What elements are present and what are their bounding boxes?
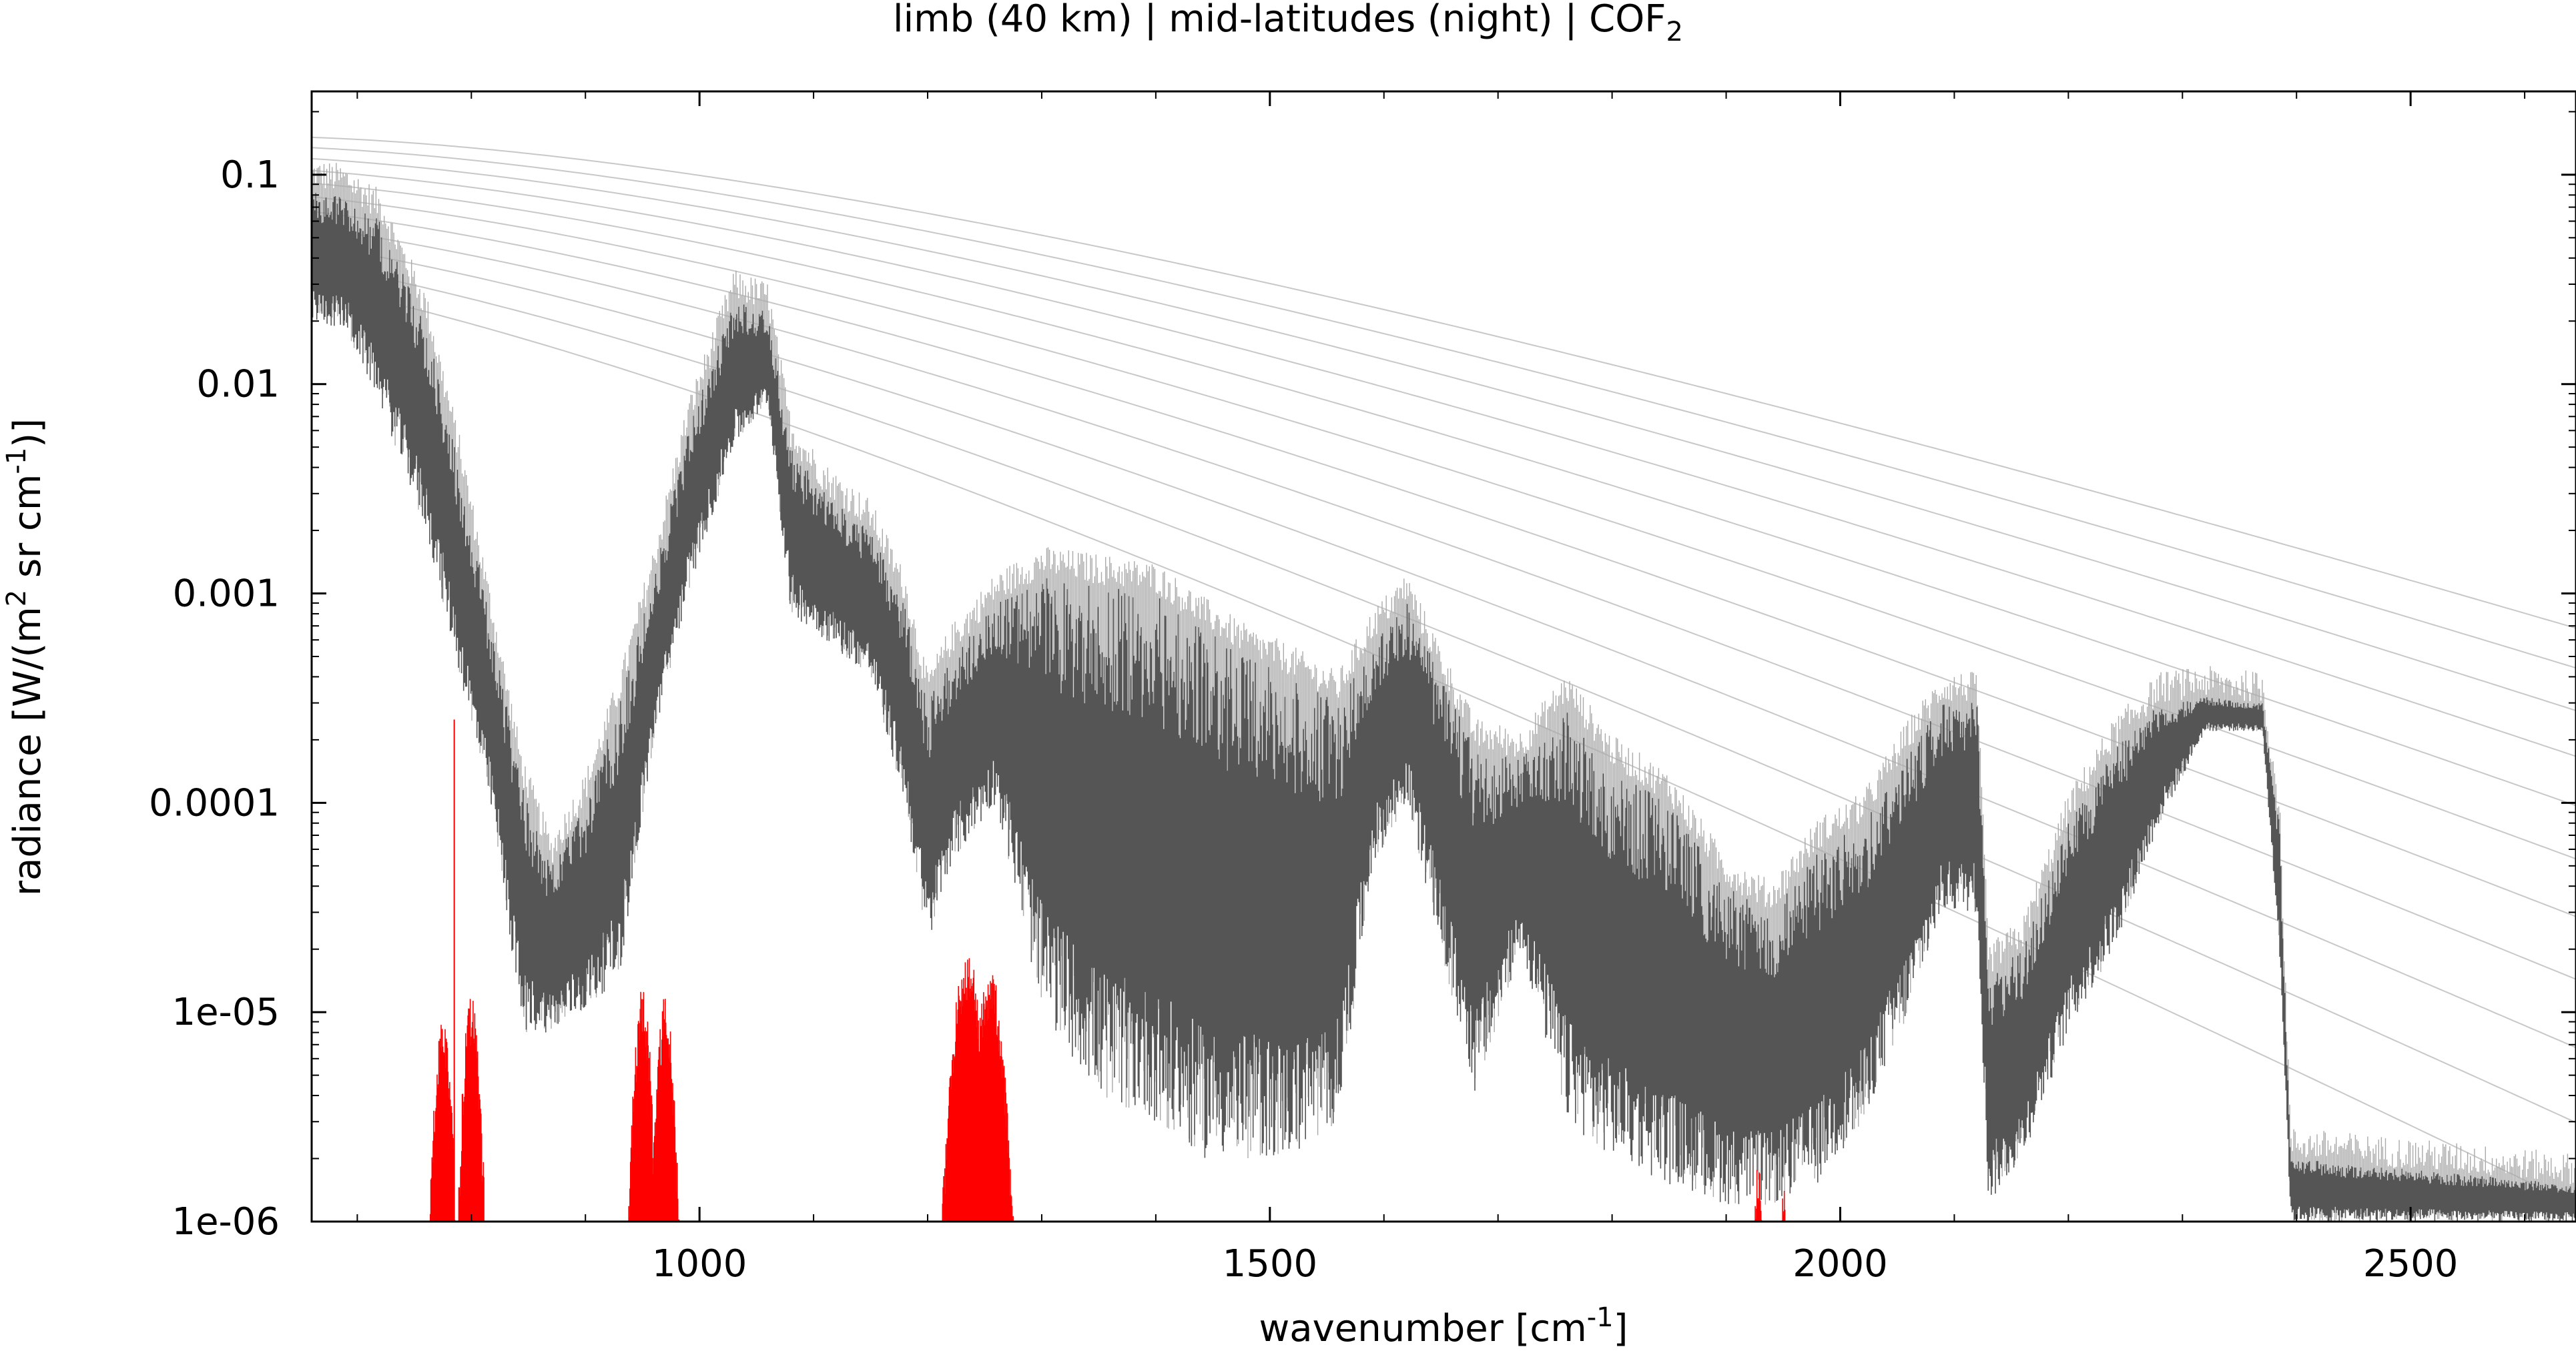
blackbody-curve <box>312 147 2576 669</box>
cof2-band-peak <box>458 999 485 1222</box>
y-axis-label: radiance [W/(m2 sr cm-1)] <box>1 418 49 896</box>
cof2-band-peak <box>968 975 1014 1222</box>
blackbody-curve <box>312 136 2576 629</box>
blackbody-curve <box>312 169 2576 757</box>
y-tick-label: 0.001 <box>173 572 280 616</box>
x-tick-label: 1000 <box>652 1242 747 1286</box>
total-radiance-series <box>312 163 2576 1222</box>
blackbody-curve <box>312 244 2576 1049</box>
y-tick-label: 0.0001 <box>149 781 280 825</box>
y-tick-label: 1e-05 <box>172 991 280 1034</box>
cof2-band-peak <box>430 1025 456 1222</box>
cof2-band-peak <box>1754 1170 1762 1222</box>
y-tick-label: 1e-06 <box>172 1200 280 1244</box>
x-tick-label: 2000 <box>1793 1242 1888 1286</box>
x-axis-label: wavenumber [cm-1] <box>1259 1302 1628 1350</box>
y-tick-label: 0.1 <box>220 153 280 197</box>
cof2-contribution-series <box>430 719 1786 1222</box>
blackbody-curve <box>312 210 2576 917</box>
y-tick-label: 0.01 <box>196 363 280 406</box>
x-axis: 1000 1500 2000 2500 <box>356 91 2526 1286</box>
total-radiance-line <box>312 193 2576 1222</box>
x-tick-label: 1500 <box>1223 1242 1318 1286</box>
cof2-band-peak <box>653 999 680 1222</box>
blackbody-curve <box>312 226 2576 980</box>
blackbody-reference-curves <box>312 136 2576 1206</box>
y-axis: 0.1 0.01 0.001 0.0001 1e-05 1e-06 <box>149 111 2576 1244</box>
blackbody-curve <box>312 182 2576 807</box>
blackbody-curve <box>312 263 2576 1123</box>
blackbody-curve <box>312 157 2576 712</box>
chart-title: limb (40 km) | mid-latitudes (night) | C… <box>893 0 1683 47</box>
x-tick-label: 2500 <box>2363 1242 2459 1286</box>
